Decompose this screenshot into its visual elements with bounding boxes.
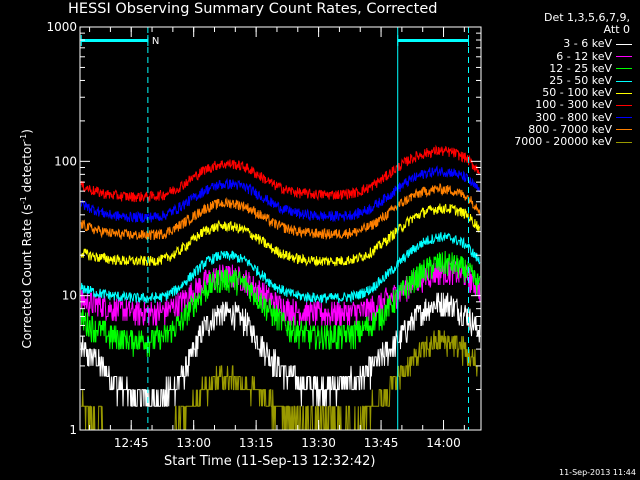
- legend-swatch: [616, 56, 632, 58]
- legend-label: 300 - 800 keV: [535, 110, 612, 124]
- status-bar: [397, 39, 469, 42]
- y-axis-label-sup2: -1: [19, 134, 28, 142]
- y-tick-label: 1: [69, 423, 77, 437]
- legend-item: 50 - 100 keV: [484, 87, 632, 99]
- legend-label: 7000 - 20000 keV: [514, 135, 612, 149]
- legend-label: 6 - 12 keV: [556, 49, 612, 63]
- legend-rows: 3 - 6 keV 6 - 12 keV 12 - 25 keV 25 - 50 ke…: [484, 38, 632, 148]
- legend-label: 50 - 100 keV: [542, 86, 612, 100]
- legend-header-line1: Det 1,3,5,6,7,9,: [543, 11, 630, 24]
- legend-label: 100 - 300 keV: [535, 98, 612, 112]
- series-trace: [80, 250, 481, 357]
- series-trace: [81, 330, 480, 431]
- legend-label: 800 - 7000 keV: [528, 122, 612, 136]
- y-axis-label-text: Corrected Count Rate (s: [20, 204, 34, 348]
- annotation-n: N: [152, 36, 159, 47]
- legend-item: 300 - 800 keV: [484, 110, 632, 124]
- legend-swatch: [616, 117, 632, 119]
- x-axis-label: Start Time (11-Sep-13 12:32:42): [164, 454, 376, 469]
- x-tick-label: 12:45: [114, 436, 149, 450]
- legend-item: 12 - 25 keV: [484, 61, 632, 75]
- x-tick-label: 14:00: [426, 436, 461, 450]
- legend-swatch: [616, 129, 632, 131]
- legend-item: 3 - 6 keV: [484, 38, 632, 50]
- legend-swatch: [616, 92, 632, 94]
- chart-title: HESSI Observing Summary Count Rates, Cor…: [68, 1, 438, 17]
- legend-label: 25 - 50 keV: [549, 74, 612, 88]
- x-tick-label: 13:15: [239, 436, 274, 450]
- y-tick-label: 10: [62, 289, 77, 303]
- x-tick-label: 13:00: [176, 436, 211, 450]
- y-axis-label-mid: detector: [20, 142, 34, 197]
- legend-item: 6 - 12 keV: [484, 49, 632, 63]
- series-trace: [80, 183, 481, 241]
- legend-swatch: [616, 141, 632, 143]
- series-trace: [80, 165, 481, 224]
- series-trace: [80, 203, 481, 267]
- legend-header-line2: Att 0: [603, 23, 630, 37]
- vline-layer: [147, 27, 470, 430]
- y-axis-label-end: ): [20, 129, 34, 134]
- legend-swatch: [616, 68, 632, 70]
- data-layer: [80, 144, 481, 431]
- y-tick-label: 100: [54, 154, 77, 168]
- axis-layer: 1 10 100 1000 12:45 13:00 13:15 13:30 13:45 14:00: [46, 20, 481, 450]
- x-tick-label: 13:30: [301, 436, 336, 450]
- legend-swatch: [616, 80, 632, 82]
- x-tick-label: 13:45: [364, 436, 399, 450]
- legend-item: 800 - 7000 keV: [484, 122, 632, 136]
- legend-item: 7000 - 20000 keV: [484, 135, 632, 149]
- plot-frame: [79, 26, 482, 431]
- y-axis-label: Corrected Count Rate (s-1 detector-1): [19, 129, 34, 348]
- legend-item: 100 - 300 keV: [484, 99, 632, 111]
- legend-swatch: [616, 105, 632, 107]
- legend-swatch: [616, 44, 632, 45]
- status-bar-layer: [80, 35, 470, 46]
- status-bar: [81, 39, 148, 42]
- y-tick-label: 1000: [46, 20, 77, 34]
- legend-item: 25 - 50 keV: [484, 74, 632, 88]
- legend: Det 1,3,5,6,7,9, Att 0 3 - 6 keV 6 - 12 k…: [484, 11, 632, 148]
- timestamp: 11-Sep-2013 11:44: [559, 468, 636, 477]
- legend-label: 12 - 25 keV: [549, 61, 612, 75]
- legend-label: 3 - 6 keV: [563, 37, 612, 51]
- y-axis-label-sup1: -1: [19, 196, 28, 204]
